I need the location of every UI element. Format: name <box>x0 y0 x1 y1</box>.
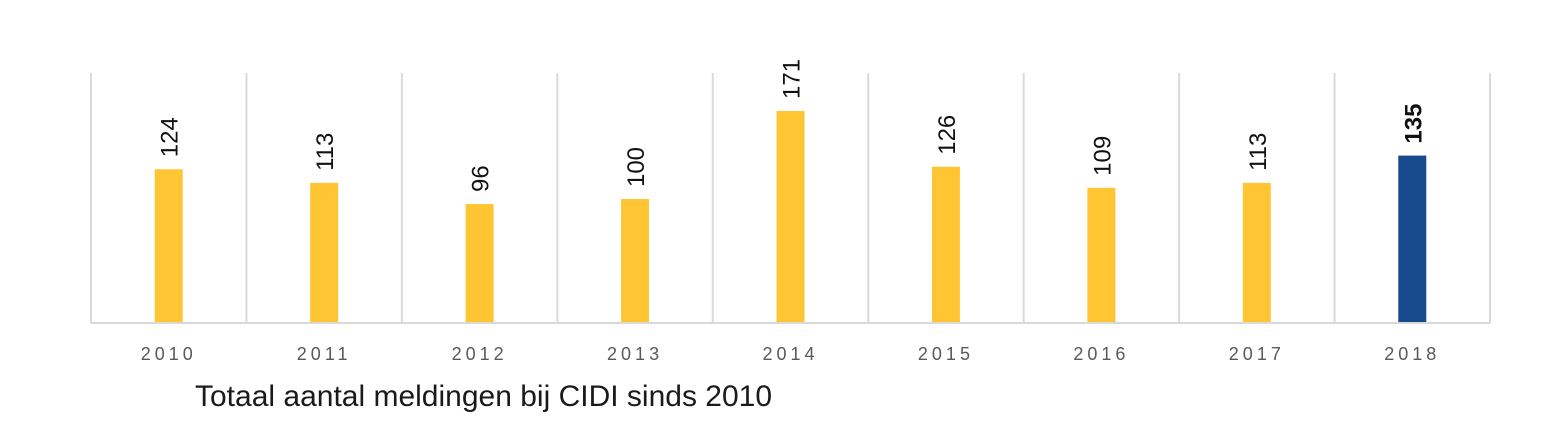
category-label-2018: 2018 <box>1384 344 1440 364</box>
value-label-2012: 96 <box>468 165 495 192</box>
bar-2013 <box>621 199 650 323</box>
value-label-2014: 171 <box>779 59 806 99</box>
value-label-2011: 113 <box>312 133 339 171</box>
bar-2015 <box>931 166 960 323</box>
bars <box>154 110 1427 324</box>
bar-2010 <box>154 169 183 323</box>
category-labels: 2010 2011 2012 2013 2014 2015 2016 2017 2018 <box>141 344 1440 364</box>
bar-2017 <box>1242 182 1271 323</box>
value-labels: 124 113 96 100 171 126 109 113 135 <box>157 59 1428 192</box>
gridlines <box>90 73 1491 323</box>
category-label-2016: 2016 <box>1073 344 1129 364</box>
value-label-2018: 135 <box>1400 104 1427 144</box>
chart-caption: Totaal aantal meldingen bij CIDI sinds 2… <box>195 380 773 413</box>
bar-2011 <box>310 182 339 323</box>
value-label-2017: 113 <box>1245 133 1272 171</box>
bar-2014 <box>776 110 805 324</box>
category-label-2010: 2010 <box>141 344 197 364</box>
category-label-2013: 2013 <box>607 344 663 364</box>
value-label-2016: 109 <box>1089 136 1116 176</box>
bar-2018 <box>1398 155 1427 323</box>
bar-2012 <box>465 203 494 323</box>
category-label-2012: 2012 <box>452 344 508 364</box>
value-label-2013: 100 <box>623 147 650 187</box>
value-label-2015: 126 <box>934 115 961 155</box>
category-label-2017: 2017 <box>1229 344 1285 364</box>
category-label-2014: 2014 <box>762 344 818 364</box>
category-label-2015: 2015 <box>918 344 974 364</box>
category-label-2011: 2011 <box>297 344 352 364</box>
bar-2016 <box>1087 187 1116 323</box>
value-label-2010: 124 <box>157 117 184 157</box>
